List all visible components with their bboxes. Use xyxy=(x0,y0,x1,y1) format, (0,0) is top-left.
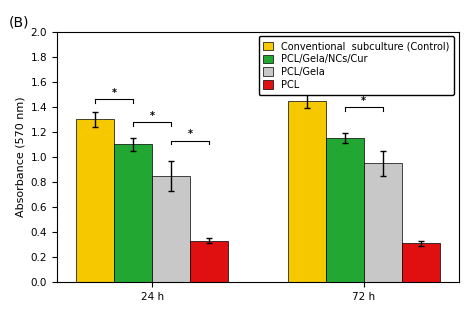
Legend: Conventional  subculture (Control), PCL/Gela/NCs/Cur, PCL/Gela, PCL: Conventional subculture (Control), PCL/G… xyxy=(258,36,454,95)
Text: *: * xyxy=(361,95,366,106)
Text: *: * xyxy=(111,88,117,98)
Bar xyxy=(364,163,402,282)
Bar xyxy=(114,144,152,282)
Text: *: * xyxy=(323,67,328,77)
Text: *: * xyxy=(188,129,193,139)
Bar xyxy=(402,243,440,282)
Bar xyxy=(190,241,228,282)
Bar xyxy=(152,176,190,282)
Y-axis label: Absorbance (570 nm): Absorbance (570 nm) xyxy=(15,97,25,217)
Text: *: * xyxy=(150,111,155,120)
Bar xyxy=(288,100,326,282)
Bar xyxy=(326,138,364,282)
Bar xyxy=(76,119,114,282)
Text: (B): (B) xyxy=(9,15,29,29)
